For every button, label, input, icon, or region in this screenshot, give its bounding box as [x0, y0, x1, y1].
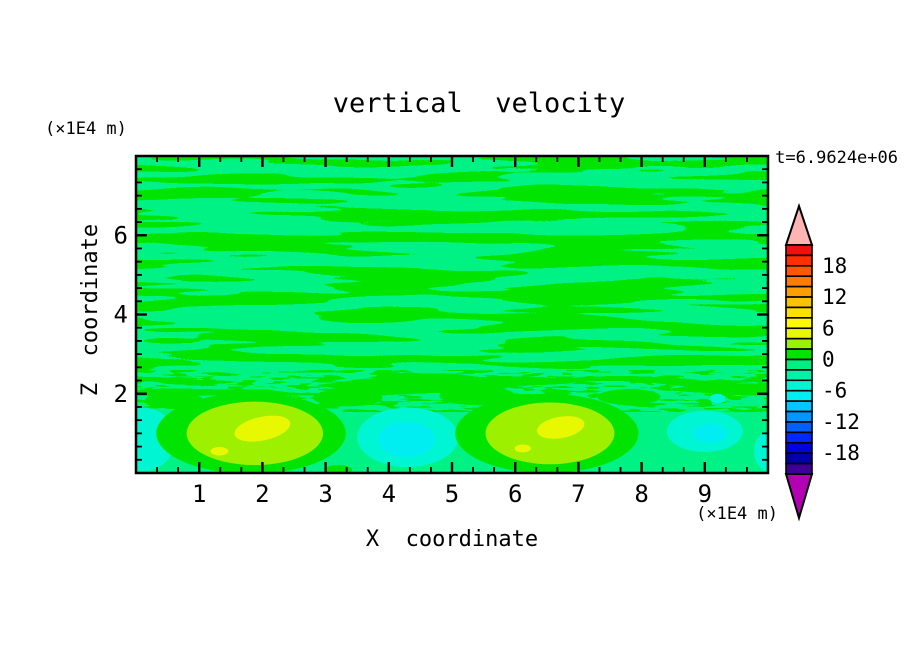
z-tick-label: 4: [114, 301, 128, 329]
colorbar-swatch: [785, 254, 813, 267]
contour-blob-positive_green: [324, 465, 353, 473]
contour-blob-yellow: [514, 444, 531, 453]
colorbar-under-arrow: [784, 473, 814, 522]
y-axis-unit-label: (×1E4 m): [45, 119, 127, 139]
colorbar-swatch: [785, 431, 813, 444]
colorbar-swatch: [785, 348, 813, 361]
x-tick-label: 9: [698, 480, 712, 508]
colorbar-label: 12: [822, 285, 847, 309]
x-axis-label: X coordinate: [366, 527, 538, 552]
colorbar-swatch: [785, 327, 813, 340]
x-axis-unit-label: (×1E4 m): [696, 504, 778, 524]
colorbar-swatch: [785, 369, 813, 382]
contour-blob-yellow: [536, 416, 585, 439]
axis-tick-labels: 1 2 3 4 5 6 7 8 9 2 4 6: [114, 221, 712, 508]
colorbar-label: 0: [822, 348, 835, 372]
colorbar-swatch: [785, 462, 813, 475]
colorbar-label: -6: [822, 379, 847, 403]
x-tick-label: 8: [634, 480, 648, 508]
z-tick-label: 2: [114, 380, 128, 408]
contour-blob-cyan: [378, 421, 435, 458]
colorbar-swatch: [785, 244, 813, 257]
colorbar-over-arrow: [784, 202, 814, 246]
x-tick-label: 4: [382, 480, 396, 508]
colorbar-swatch: [785, 400, 813, 413]
colorbar-swatch: [785, 379, 813, 392]
colorbar-swatch: [785, 265, 813, 278]
colorbar-swatch: [785, 389, 813, 402]
x-tick-label: 7: [571, 480, 585, 508]
colorbar-swatch: [785, 421, 813, 434]
colorbar-swatch: [785, 337, 813, 350]
x-tick-label: 5: [445, 480, 459, 508]
colorbar-swatch: [785, 296, 813, 309]
contour-blob-cyan: [692, 423, 727, 443]
colorbar-swatch: [785, 285, 813, 298]
colorbar-label: -12: [822, 410, 860, 434]
colorbar-label: 6: [822, 316, 835, 340]
x-tick-label: 2: [255, 480, 269, 508]
x-tick-label: 6: [508, 480, 522, 508]
colorbar-swatch: [785, 410, 813, 423]
colorbar-swatch: [785, 306, 813, 319]
contour-blob-positive_green: [312, 388, 383, 407]
z-tick-label: 6: [114, 221, 128, 249]
axis-ticks: [136, 156, 768, 473]
time-annotation: t=6.9624e+06: [775, 148, 898, 168]
colorbar-swatch: [785, 358, 813, 371]
contour-blob-positive_green: [597, 388, 661, 405]
x-tick-label: 3: [318, 480, 332, 508]
colorbar-swatch: [785, 452, 813, 465]
contour-blob-positive_green: [145, 391, 203, 408]
colorbar-label: -18: [822, 441, 860, 465]
colorbar-swatch: [785, 441, 813, 454]
contour-blob-positive_green: [439, 386, 516, 406]
colorbar: 18 12 6 0 -6 -12 -18: [784, 202, 860, 522]
x-tick-label: 1: [192, 480, 206, 508]
contour-blob-aqua: [709, 393, 726, 404]
plot-frame: [134, 154, 770, 475]
contour-blob-yellow: [210, 446, 229, 456]
contour-blob-aqua: [754, 431, 768, 472]
colorbar-swatch: [785, 317, 813, 330]
plot-area: [136, 156, 768, 473]
colorbar-swatch: [785, 275, 813, 288]
contour-streak-texture: [136, 156, 768, 384]
contour-blob-yellow: [234, 415, 291, 442]
plot-title: vertical velocity: [333, 88, 626, 119]
contour-feature-blobs: [136, 386, 768, 473]
colorbar-label: 18: [822, 254, 847, 278]
y-axis-label: Z coordinate: [78, 224, 103, 396]
